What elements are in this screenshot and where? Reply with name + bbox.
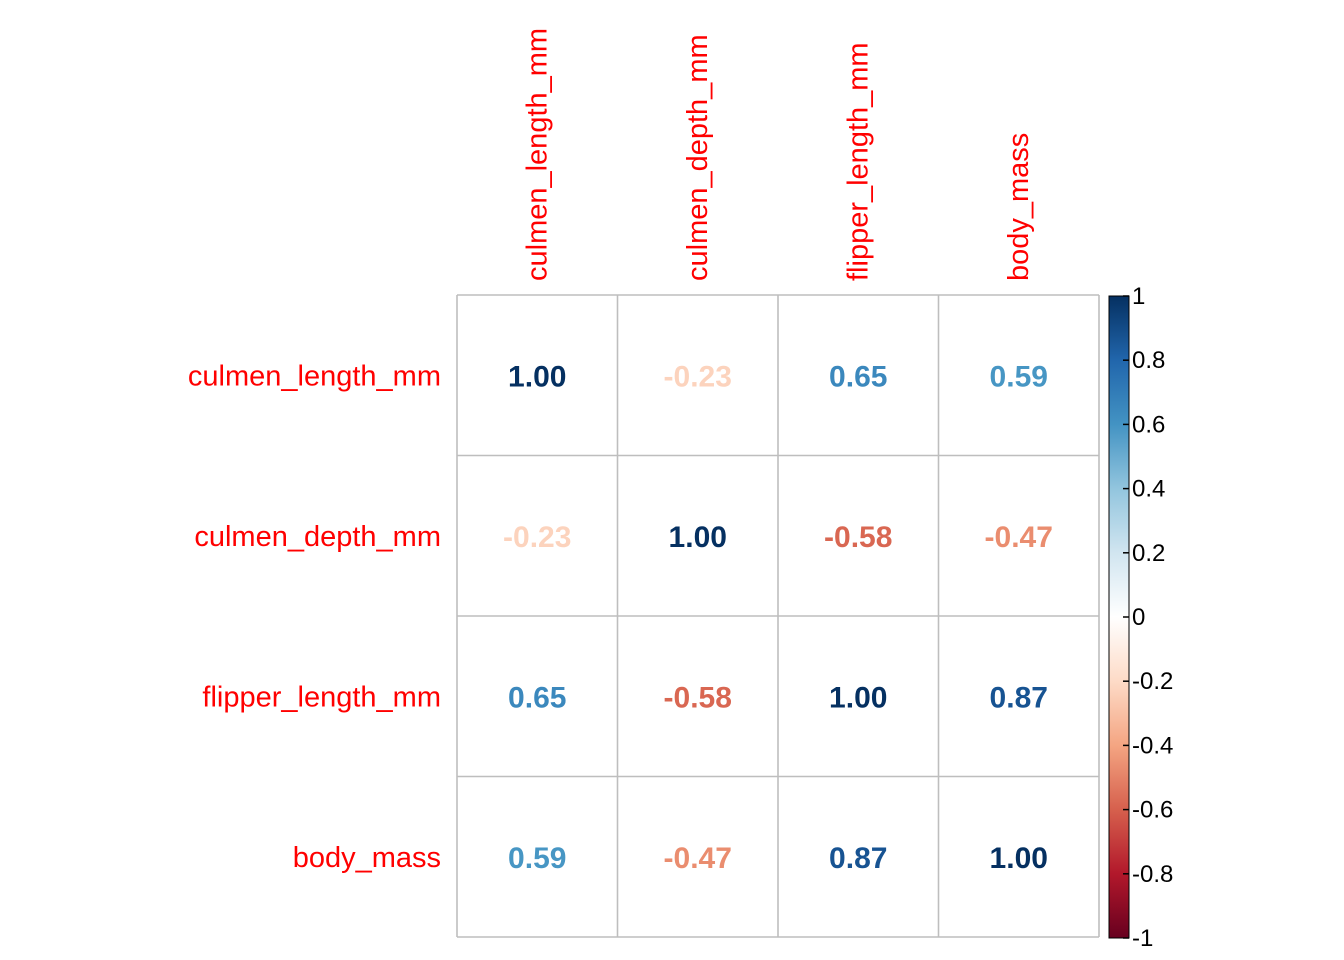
colorbar-tick-label: 1 (1132, 283, 1145, 310)
colorbar-tick-label: -1 (1132, 925, 1153, 952)
colorbar-tick-label: 0 (1132, 604, 1145, 631)
column-label-culmen-depth-mm: culmen_depth_mm (682, 34, 714, 281)
cell-value-culmen-length-mm-body-mass: 0.59 (990, 360, 1048, 393)
row-label-culmen-depth-mm: culmen_depth_mm (194, 521, 441, 553)
colorbar-tick-label: 0.2 (1132, 540, 1165, 567)
cell-value-culmen-depth-mm-flipper-length-mm: -0.58 (824, 521, 892, 554)
cell-value-culmen-depth-mm-culmen-length-mm: -0.23 (503, 521, 571, 554)
cell-value-culmen-length-mm-flipper-length-mm: 0.65 (829, 360, 887, 393)
matrix-values: 1.00 -0.23 0.65 0.59 -0.23 1.00 -0.58 -0.47 0.65… (503, 360, 1053, 875)
colorbar-tick-label: -0.8 (1132, 861, 1173, 888)
colorbar-ticks: 1 0.8 0.6 0.4 0.2 0 -0.2 -0.4 -0.6 -0.8 -1 (1123, 283, 1173, 952)
cell-value-culmen-depth-mm-culmen-depth-mm: 1.00 (669, 521, 727, 554)
colorbar-tick-label: -0.2 (1132, 668, 1173, 695)
matrix-grid (456, 294, 1100, 938)
column-label-flipper-length-mm: flipper_length_mm (842, 42, 874, 281)
cell-value-flipper-length-mm-culmen-length-mm: 0.65 (508, 681, 566, 714)
cell-value-body-mass-body-mass: 1.00 (990, 842, 1048, 875)
cell-value-culmen-length-mm-culmen-depth-mm: -0.23 (664, 360, 732, 393)
cell-value-body-mass-culmen-depth-mm: -0.47 (664, 842, 732, 875)
cell-value-body-mass-flipper-length-mm: 0.87 (829, 842, 887, 875)
row-label-body-mass: body_mass (293, 842, 441, 874)
column-label-body-mass: body_mass (1003, 133, 1035, 281)
cell-value-flipper-length-mm-culmen-depth-mm: -0.58 (664, 681, 732, 714)
colorbar-tick-label: 0.4 (1132, 476, 1165, 503)
colorbar-tick-label: -0.6 (1132, 797, 1173, 824)
cell-value-culmen-depth-mm-body-mass: -0.47 (985, 521, 1053, 554)
colorbar-tick-label: -0.4 (1132, 732, 1173, 759)
column-label-culmen-length-mm: culmen_length_mm (521, 28, 553, 281)
row-labels: culmen_length_mm culmen_depth_mm flipper_l… (188, 360, 441, 874)
cell-value-flipper-length-mm-body-mass: 0.87 (990, 681, 1048, 714)
column-labels: culmen_length_mm culmen_depth_mm flipper_l… (521, 28, 1035, 281)
colorbar-tick-label: 0.6 (1132, 411, 1165, 438)
cell-value-body-mass-culmen-length-mm: 0.59 (508, 842, 566, 875)
row-label-flipper-length-mm: flipper_length_mm (202, 681, 441, 713)
cell-value-flipper-length-mm-flipper-length-mm: 1.00 (829, 681, 887, 714)
colorbar: 1 0.8 0.6 0.4 0.2 0 -0.2 -0.4 -0.6 -0.8 -1 (1108, 283, 1173, 952)
row-label-culmen-length-mm: culmen_length_mm (188, 360, 441, 392)
cell-value-culmen-length-mm-culmen-length-mm: 1.00 (508, 360, 566, 393)
colorbar-tick-label: 0.8 (1132, 347, 1165, 374)
